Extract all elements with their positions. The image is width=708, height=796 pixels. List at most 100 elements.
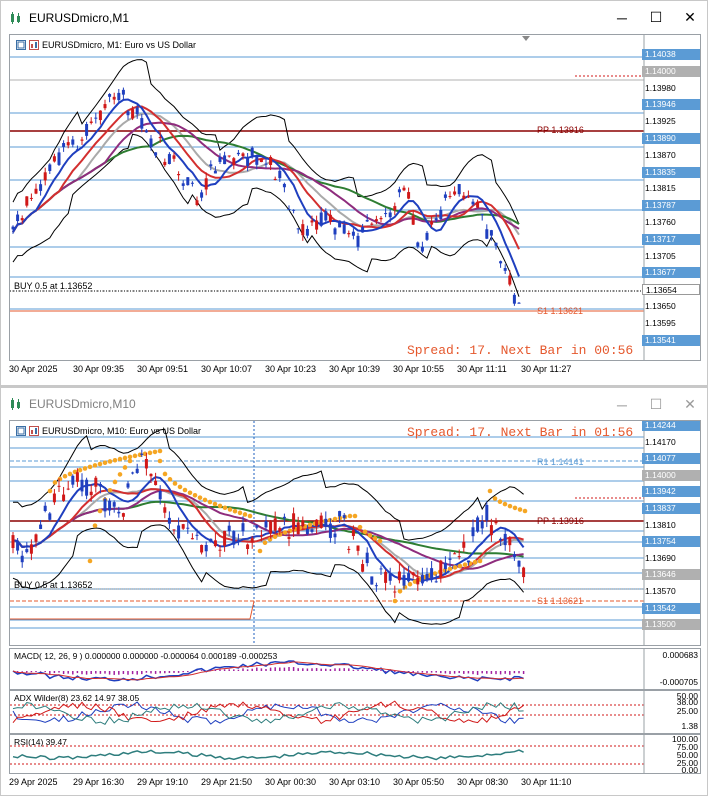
candle-body	[200, 544, 204, 553]
candle-body	[443, 562, 447, 570]
price-chart-pane[interactable]: EURUSDmicro, M10: Euro vs US Dollar Spre…	[9, 420, 701, 646]
parabolic-sar-dot	[362, 529, 368, 535]
candle-body	[305, 529, 309, 535]
candle-body	[324, 211, 328, 221]
adx-pane[interactable]: ADX Wilder(8) 23.62 14.97 38.05 50.00 38…	[9, 690, 701, 734]
time-axis-label: 30 Apr 10:39	[329, 364, 381, 374]
rsi-canvas	[10, 735, 645, 773]
ma-purple	[12, 121, 520, 233]
parabolic-sar-dot	[207, 499, 213, 505]
price-axis-label: 1.13870	[645, 149, 676, 160]
candle-body	[144, 458, 148, 469]
parabolic-sar-dot	[92, 463, 98, 468]
candle-body	[108, 500, 112, 511]
parabolic-sar-dot	[477, 558, 483, 564]
macd-pane[interactable]: MACD( 12, 26, 9 ) 0.000000 0.000000 -0.0…	[9, 648, 701, 690]
price-chart-pane[interactable]: EURUSDmicro, M1: Euro vs US Dollar BUY 0…	[9, 34, 701, 361]
chart-properties-icon[interactable]	[16, 40, 26, 50]
candle-body	[246, 157, 250, 166]
time-axis-label: 30 Apr 08:30	[457, 777, 509, 787]
candle-body	[315, 519, 319, 527]
parabolic-sar-dot	[282, 530, 288, 535]
close-button[interactable]: ✕	[673, 1, 707, 34]
parabolic-sar-dot	[112, 457, 118, 463]
rsi-scale-100: 100.00	[672, 734, 698, 744]
candle-body	[434, 218, 438, 221]
price-axis-label: 1.13890	[642, 133, 700, 144]
maximize-button[interactable]: ☐	[639, 388, 673, 421]
parabolic-sar-dot	[127, 458, 133, 464]
minimize-button[interactable]: ─	[605, 388, 639, 421]
candle-body	[503, 533, 507, 546]
minimize-icon: ─	[617, 9, 627, 26]
pivot-r1-label: R1 1.14141	[537, 457, 584, 467]
parabolic-sar-dot	[447, 566, 453, 572]
candle-body	[218, 549, 222, 551]
minimize-icon: ─	[617, 396, 627, 413]
candle-body	[328, 523, 332, 538]
rsi-scale-75: 75.00	[676, 742, 698, 752]
bollinger-lower	[12, 524, 524, 625]
rsi-line	[12, 749, 524, 761]
candle-body	[172, 155, 176, 159]
parabolic-sar-dot	[177, 484, 183, 490]
price-axis-label: 1.13595	[645, 317, 676, 328]
candle-body	[167, 517, 171, 524]
bollinger-lower	[12, 133, 520, 297]
rsi-pane[interactable]: RSI(14) 39.47 100.00 75.00 50.00 25.00 0…	[9, 734, 701, 774]
window-titlebar[interactable]: EURUSDmicro,M10 ─ ☐ ✕	[1, 388, 707, 420]
candle-body	[384, 571, 388, 583]
candle-body	[20, 218, 24, 221]
chart-symbol-description: EURUSDmicro, M10: Euro vs US Dollar	[42, 426, 202, 436]
close-icon: ✕	[684, 396, 696, 412]
close-button[interactable]: ✕	[673, 388, 707, 421]
candle-body	[397, 571, 401, 581]
candle-body	[140, 453, 144, 455]
candle-body	[489, 525, 493, 536]
candle-body	[62, 143, 66, 147]
candle-body	[195, 200, 199, 206]
price-axis-label: 1.13835	[642, 166, 700, 178]
candle-body	[43, 172, 47, 181]
candle-body	[416, 242, 420, 247]
candle-body	[356, 545, 360, 551]
candle-body	[287, 209, 291, 211]
chart-window-m1[interactable]: EURUSDmicro,M1 ─ ☐ ✕ EURUSDmicro, M1: Eu…	[0, 0, 708, 386]
candle-body	[190, 182, 194, 184]
parabolic-sar-dot	[392, 598, 398, 604]
parabolic-sar-dot	[407, 581, 413, 587]
candle-body	[471, 201, 475, 205]
candle-body	[163, 507, 167, 513]
candle-body	[333, 533, 337, 538]
candle-body	[131, 472, 135, 474]
chart-header: EURUSDmicro, M10: Euro vs US Dollar	[16, 426, 201, 436]
candle-body	[347, 233, 351, 235]
parabolic-sar-dot	[192, 492, 198, 498]
chart-properties-icon[interactable]	[16, 426, 26, 436]
candle-body	[453, 191, 457, 195]
parabolic-sar-dot	[412, 579, 418, 584]
candle-body	[347, 548, 351, 550]
minimize-button[interactable]: ─	[605, 1, 639, 34]
candle-body	[305, 228, 309, 236]
candle-body	[34, 188, 38, 194]
indicators-icon[interactable]	[29, 40, 39, 50]
candle-body	[393, 591, 397, 593]
candle-body	[434, 581, 438, 583]
indicators-icon[interactable]	[29, 426, 39, 436]
time-axis-label: 30 Apr 03:10	[329, 777, 381, 787]
price-axis-label: 1.13705	[645, 250, 676, 261]
candle-body	[144, 130, 148, 133]
chart-window-m10[interactable]: EURUSDmicro,M10 ─ ☐ ✕ EURUSDmicro, M10: …	[0, 386, 708, 796]
candle-body	[443, 194, 447, 198]
candle-body	[195, 534, 199, 536]
candle-body	[462, 195, 466, 199]
maximize-button[interactable]: ☐	[639, 1, 673, 34]
price-axis-label: 1.13810	[645, 519, 676, 530]
candle-body	[186, 527, 190, 529]
window-titlebar[interactable]: EURUSDmicro,M1 ─ ☐ ✕	[1, 1, 707, 34]
candle-body	[259, 535, 263, 537]
candle-body	[204, 544, 208, 552]
parabolic-sar-dot	[307, 522, 313, 528]
candle-body	[154, 152, 158, 156]
